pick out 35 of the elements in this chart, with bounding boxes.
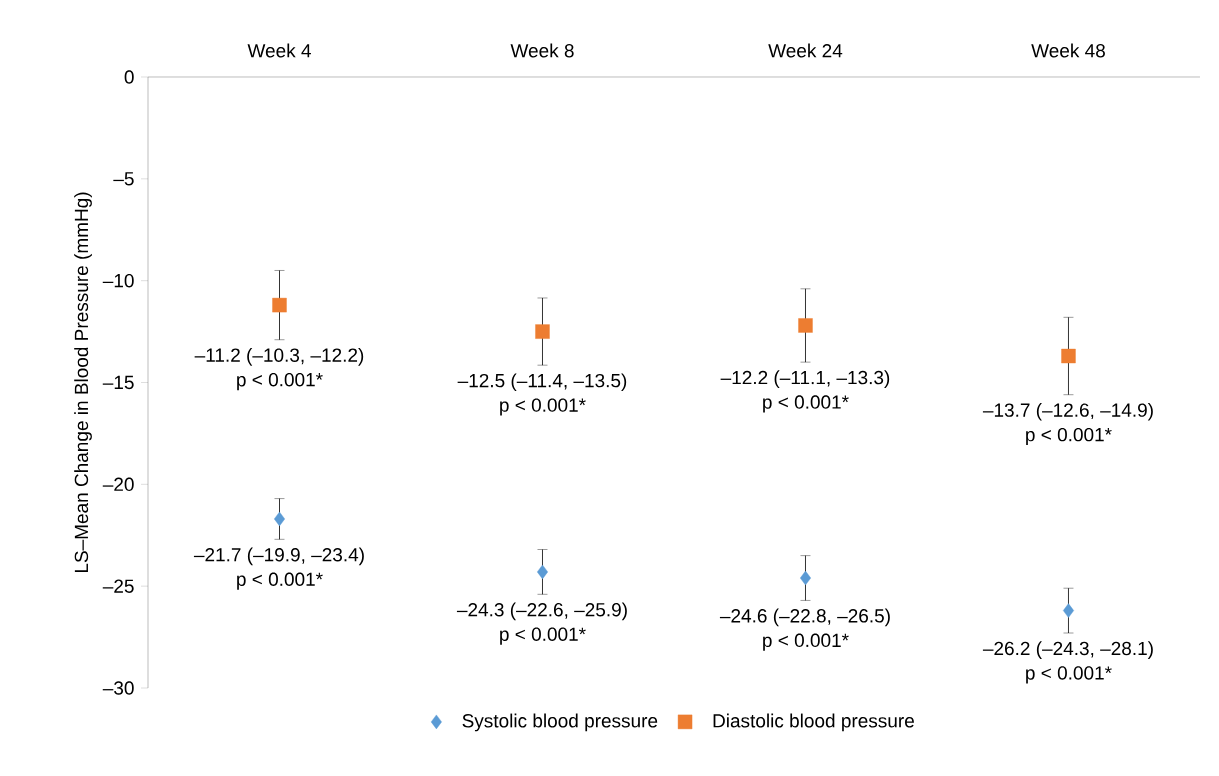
- annotation: p < 0.001*: [1026, 666, 1112, 684]
- annotation: p < 0.001*: [237, 572, 323, 590]
- y-axis-title: LS–Mean Change in Blood Pressure (mmHg): [74, 192, 92, 573]
- point: [1063, 603, 1074, 618]
- point: [272, 297, 287, 313]
- x-tick-label: Week 8: [510, 43, 574, 58]
- point: [1061, 348, 1076, 364]
- y-tick-label: –25: [102, 579, 134, 593]
- x-tick-label: Week 48: [1031, 43, 1105, 58]
- y-tick-label: –10: [102, 273, 134, 288]
- annotation: p < 0.001*: [500, 627, 586, 645]
- y-tick-label: –30: [102, 681, 134, 695]
- point: [798, 318, 813, 333]
- y-tick-label: 0: [124, 70, 134, 84]
- y-tick-label: –20: [102, 477, 134, 492]
- annotation: p < 0.001*: [763, 633, 849, 651]
- point: [535, 324, 550, 339]
- annotation: p < 0.001*: [237, 372, 323, 391]
- data-label: –12.5 (–11.4, –13.5): [457, 373, 627, 392]
- y-tick-label: –5: [113, 172, 134, 186]
- data-label: –11.2 (–10.3, –12.2): [194, 347, 364, 366]
- data-label: –12.2 (–11.1, –13.3): [720, 370, 890, 389]
- annotation: p < 0.001*: [1026, 427, 1112, 446]
- data-label: –24.6 (–22.8, –26.5): [719, 608, 890, 627]
- annotation: p < 0.001*: [763, 395, 849, 413]
- data-label: –24.3 (–22.6, –25.9): [456, 602, 627, 621]
- data-label: –13.7 (–12.6, –14.9): [982, 402, 1153, 421]
- legend-label: Diastolic blood pressure: [713, 713, 914, 732]
- legend-label: Systolic blood pressure: [462, 713, 658, 732]
- data-label: –21.7 (–19.9, –23.4): [193, 547, 364, 566]
- x-tick-label: Week 24: [768, 43, 843, 58]
- annotation: p < 0.001*: [500, 398, 586, 416]
- data-label: –26.2 (–24.3, –28.1): [982, 641, 1153, 659]
- y-tick-label: –15: [102, 375, 134, 390]
- x-tick-label: Week 4: [247, 43, 311, 58]
